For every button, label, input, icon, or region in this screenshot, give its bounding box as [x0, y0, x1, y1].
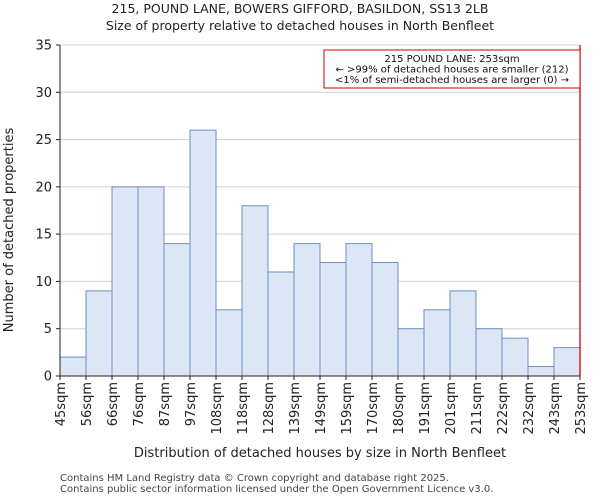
- x-tick-label: 243sqm: [548, 382, 563, 435]
- x-tick-label: 97sqm: [184, 382, 199, 426]
- y-tick-label: 0: [44, 370, 52, 385]
- x-tick-label: 232sqm: [522, 382, 537, 435]
- x-tick-label: 159sqm: [340, 382, 355, 435]
- bar: [527, 366, 555, 377]
- y-tick-label: 25: [35, 133, 52, 148]
- x-tick-label: 191sqm: [418, 382, 433, 435]
- bar: [111, 186, 139, 377]
- x-tick-label: 66sqm: [106, 382, 121, 426]
- y-tick-label: 5: [44, 322, 52, 337]
- chart-subtitle: Size of property relative to detached ho…: [105, 18, 495, 33]
- x-tick-label: 180sqm: [392, 382, 407, 435]
- bar: [85, 290, 113, 377]
- x-tick-label: 253sqm: [574, 382, 589, 435]
- y-tick-label: 30: [35, 86, 52, 101]
- y-tick-label: 35: [35, 39, 52, 54]
- bar: [553, 347, 581, 377]
- bar: [137, 186, 165, 377]
- annotation-box: [323, 49, 581, 89]
- y-axis-label: Number of detached properties: [2, 128, 17, 333]
- x-axis-label: Distribution of detached houses by size …: [134, 446, 506, 461]
- x-tick-label: 45sqm: [54, 382, 69, 426]
- x-tick-label: 222sqm: [496, 382, 511, 435]
- bar: [449, 290, 477, 377]
- x-tick-label: 128sqm: [262, 382, 277, 435]
- bar: [59, 356, 87, 377]
- x-tick-label: 149sqm: [314, 382, 329, 435]
- x-tick-label: 201sqm: [444, 382, 459, 435]
- bar: [475, 328, 503, 377]
- bar: [293, 243, 321, 377]
- chart-title: 215, POUND LANE, BOWERS GIFFORD, BASILDO…: [111, 1, 489, 16]
- footer-line-2: Contains public sector information licen…: [60, 484, 494, 495]
- x-tick-label: 211sqm: [470, 382, 485, 435]
- bar: [319, 262, 347, 377]
- x-tick-label: 108sqm: [210, 382, 225, 435]
- bar: [189, 129, 217, 377]
- bar: [397, 328, 425, 377]
- bar: [345, 243, 373, 377]
- y-tick-label: 15: [35, 228, 52, 243]
- x-tick-label: 139sqm: [288, 382, 303, 435]
- x-tick-label: 56sqm: [80, 382, 95, 426]
- x-tick-label: 118sqm: [236, 382, 251, 435]
- bar: [501, 337, 529, 377]
- y-tick-label: 20: [35, 180, 52, 195]
- bar: [371, 262, 399, 377]
- bar: [423, 309, 451, 377]
- footer-line-1: Contains HM Land Registry data © Crown c…: [60, 473, 449, 484]
- x-tick-label: 170sqm: [366, 382, 381, 435]
- bar: [215, 309, 243, 377]
- annotation-line: ← >99% of detached houses are smaller (2…: [335, 65, 568, 76]
- y-tick-label: 10: [35, 275, 52, 290]
- x-tick-label: 76sqm: [132, 382, 147, 426]
- bar: [163, 243, 191, 377]
- annotation-line: 215 POUND LANE: 253sqm: [384, 54, 519, 65]
- bar: [267, 271, 295, 377]
- x-tick-label: 87sqm: [158, 382, 173, 426]
- bar: [241, 205, 269, 377]
- annotation-line: <1% of semi-detached houses are larger (…: [335, 75, 569, 86]
